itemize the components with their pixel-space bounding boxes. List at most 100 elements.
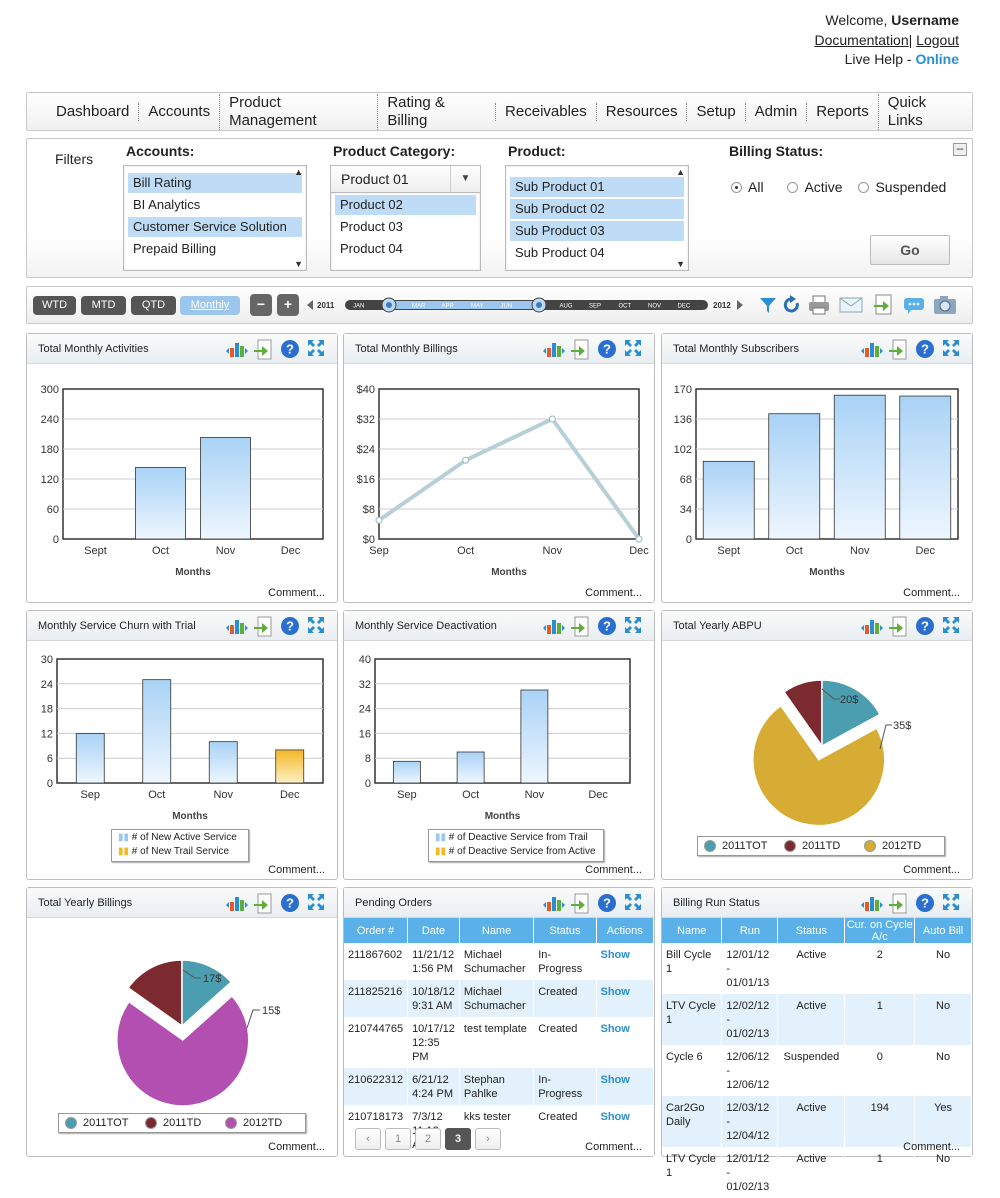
period-wtd-button[interactable]: WTD: [33, 296, 76, 315]
export-icon[interactable]: [570, 893, 590, 914]
timeline-month-label[interactable]: AUG: [560, 304, 573, 310]
timeline-month-label[interactable]: JUN: [501, 304, 513, 310]
period-qtd-button[interactable]: QTD: [131, 296, 176, 315]
comment-link[interactable]: Comment...: [268, 864, 325, 876]
column-header[interactable]: Date: [407, 918, 460, 943]
comment-link[interactable]: Comment...: [903, 587, 960, 599]
page-button[interactable]: 1: [385, 1128, 411, 1150]
collapse-button[interactable]: –: [953, 142, 967, 156]
help-icon[interactable]: ?: [915, 616, 935, 636]
expand-icon[interactable]: [307, 339, 327, 359]
product-category-list[interactable]: Product 02 Product 03 Product 04: [330, 192, 481, 271]
zoom-in-icon[interactable]: +: [277, 294, 299, 316]
bar[interactable]: [142, 679, 172, 784]
print-icon[interactable]: [807, 293, 831, 317]
timeline-month-label[interactable]: APR: [442, 304, 455, 310]
timeline-slider[interactable]: 2011 JAN MAR APR MAY JUN AUG SEP OCT NOV DEC 2012: [305, 293, 745, 317]
comment-icon[interactable]: [902, 294, 926, 316]
help-icon[interactable]: ?: [280, 893, 300, 913]
nav-admin[interactable]: Admin: [744, 102, 807, 121]
help-icon[interactable]: ?: [597, 893, 617, 913]
chevron-down-icon[interactable]: ▼: [450, 166, 480, 192]
expand-icon[interactable]: [624, 893, 644, 913]
nav-rating-billing[interactable]: Rating & Billing: [377, 93, 495, 130]
bar[interactable]: [520, 689, 549, 784]
account-option[interactable]: Bill Rating: [128, 173, 302, 193]
scroll-down-icon[interactable]: ▼: [294, 259, 303, 269]
help-icon[interactable]: ?: [597, 616, 617, 636]
product-option[interactable]: Sub Product 02: [510, 199, 684, 219]
bar[interactable]: [135, 467, 186, 540]
chart-type-icon[interactable]: [543, 893, 565, 913]
show-link[interactable]: Show: [596, 1068, 654, 1105]
comment-link[interactable]: Comment...: [903, 1141, 960, 1153]
period-monthly-button[interactable]: Monthly: [180, 296, 240, 315]
expand-icon[interactable]: [624, 616, 644, 636]
pie-slice[interactable]: [116, 994, 250, 1107]
export-icon[interactable]: [888, 893, 908, 914]
help-icon[interactable]: ?: [280, 616, 300, 636]
radio-active[interactable]: Active: [787, 179, 843, 195]
nav-dashboard[interactable]: Dashboard: [56, 102, 130, 120]
nav-receivables[interactable]: Receivables: [495, 102, 596, 121]
column-header[interactable]: Order #: [344, 918, 409, 943]
documentation-link[interactable]: Documentation: [814, 31, 909, 48]
column-header[interactable]: Run: [721, 918, 779, 943]
timeline-month-label[interactable]: SEP: [589, 304, 601, 310]
data-point[interactable]: [635, 535, 643, 543]
product-category-select[interactable]: Product 01 ▼: [330, 165, 481, 193]
comment-link[interactable]: Comment...: [268, 1141, 325, 1153]
chart-type-icon[interactable]: [861, 893, 883, 913]
timeline-month-label[interactable]: MAY: [471, 304, 484, 310]
bar[interactable]: [833, 394, 886, 540]
nav-accounts[interactable]: Accounts: [138, 102, 219, 121]
bar[interactable]: [456, 751, 485, 784]
pie-slice[interactable]: [821, 679, 881, 748]
help-icon[interactable]: ?: [597, 339, 617, 359]
expand-icon[interactable]: [942, 339, 962, 359]
nav-quick-links[interactable]: Quick Links: [877, 93, 972, 130]
export-icon[interactable]: [888, 616, 908, 637]
export-icon[interactable]: [253, 893, 273, 914]
timeline-next-arrow[interactable]: [737, 300, 743, 310]
show-link[interactable]: Show: [596, 943, 654, 980]
comment-link[interactable]: Comment...: [585, 1141, 642, 1153]
account-option[interactable]: BI Analytics: [133, 197, 201, 212]
category-option[interactable]: Product 03: [340, 219, 403, 234]
product-listbox[interactable]: ▲ Sub Product 01 Sub Product 02 Sub Prod…: [505, 165, 689, 271]
timeline-month-label[interactable]: MAR: [412, 304, 426, 310]
category-option[interactable]: Product 04: [340, 241, 403, 256]
chart-type-icon[interactable]: [861, 616, 883, 636]
show-link[interactable]: Show: [596, 980, 654, 1017]
filter-icon[interactable]: [758, 294, 778, 316]
help-icon[interactable]: ?: [280, 339, 300, 359]
bar[interactable]: [200, 437, 251, 540]
comment-link[interactable]: Comment...: [268, 587, 325, 599]
expand-icon[interactable]: [624, 339, 644, 359]
nav-setup[interactable]: Setup: [686, 102, 744, 121]
bar[interactable]: [392, 760, 421, 784]
chart-type-icon[interactable]: [861, 339, 883, 359]
bar[interactable]: [899, 395, 952, 540]
period-mtd-button[interactable]: MTD: [81, 296, 126, 315]
refresh-icon[interactable]: [782, 294, 802, 316]
timeline-month-label[interactable]: DEC: [678, 304, 691, 310]
account-option[interactable]: Customer Service Solution: [128, 217, 302, 237]
chart-type-icon[interactable]: [543, 616, 565, 636]
prev-page-button[interactable]: ‹: [355, 1128, 381, 1150]
comment-link[interactable]: Comment...: [585, 587, 642, 599]
comment-link[interactable]: Comment...: [585, 864, 642, 876]
radio-all[interactable]: All: [731, 179, 764, 195]
chart-type-icon[interactable]: [226, 893, 248, 913]
product-option[interactable]: Sub Product 01: [510, 177, 684, 197]
page-button[interactable]: 2: [415, 1128, 441, 1150]
export-icon[interactable]: [570, 339, 590, 360]
export-icon[interactable]: [888, 339, 908, 360]
data-point[interactable]: [375, 516, 383, 524]
scroll-down-icon[interactable]: ▼: [676, 259, 685, 269]
column-header[interactable]: Status: [777, 918, 846, 943]
product-option[interactable]: Sub Product 03: [510, 221, 684, 241]
data-point[interactable]: [462, 456, 470, 464]
zoom-out-icon[interactable]: −: [250, 294, 272, 316]
camera-icon[interactable]: [932, 293, 958, 317]
